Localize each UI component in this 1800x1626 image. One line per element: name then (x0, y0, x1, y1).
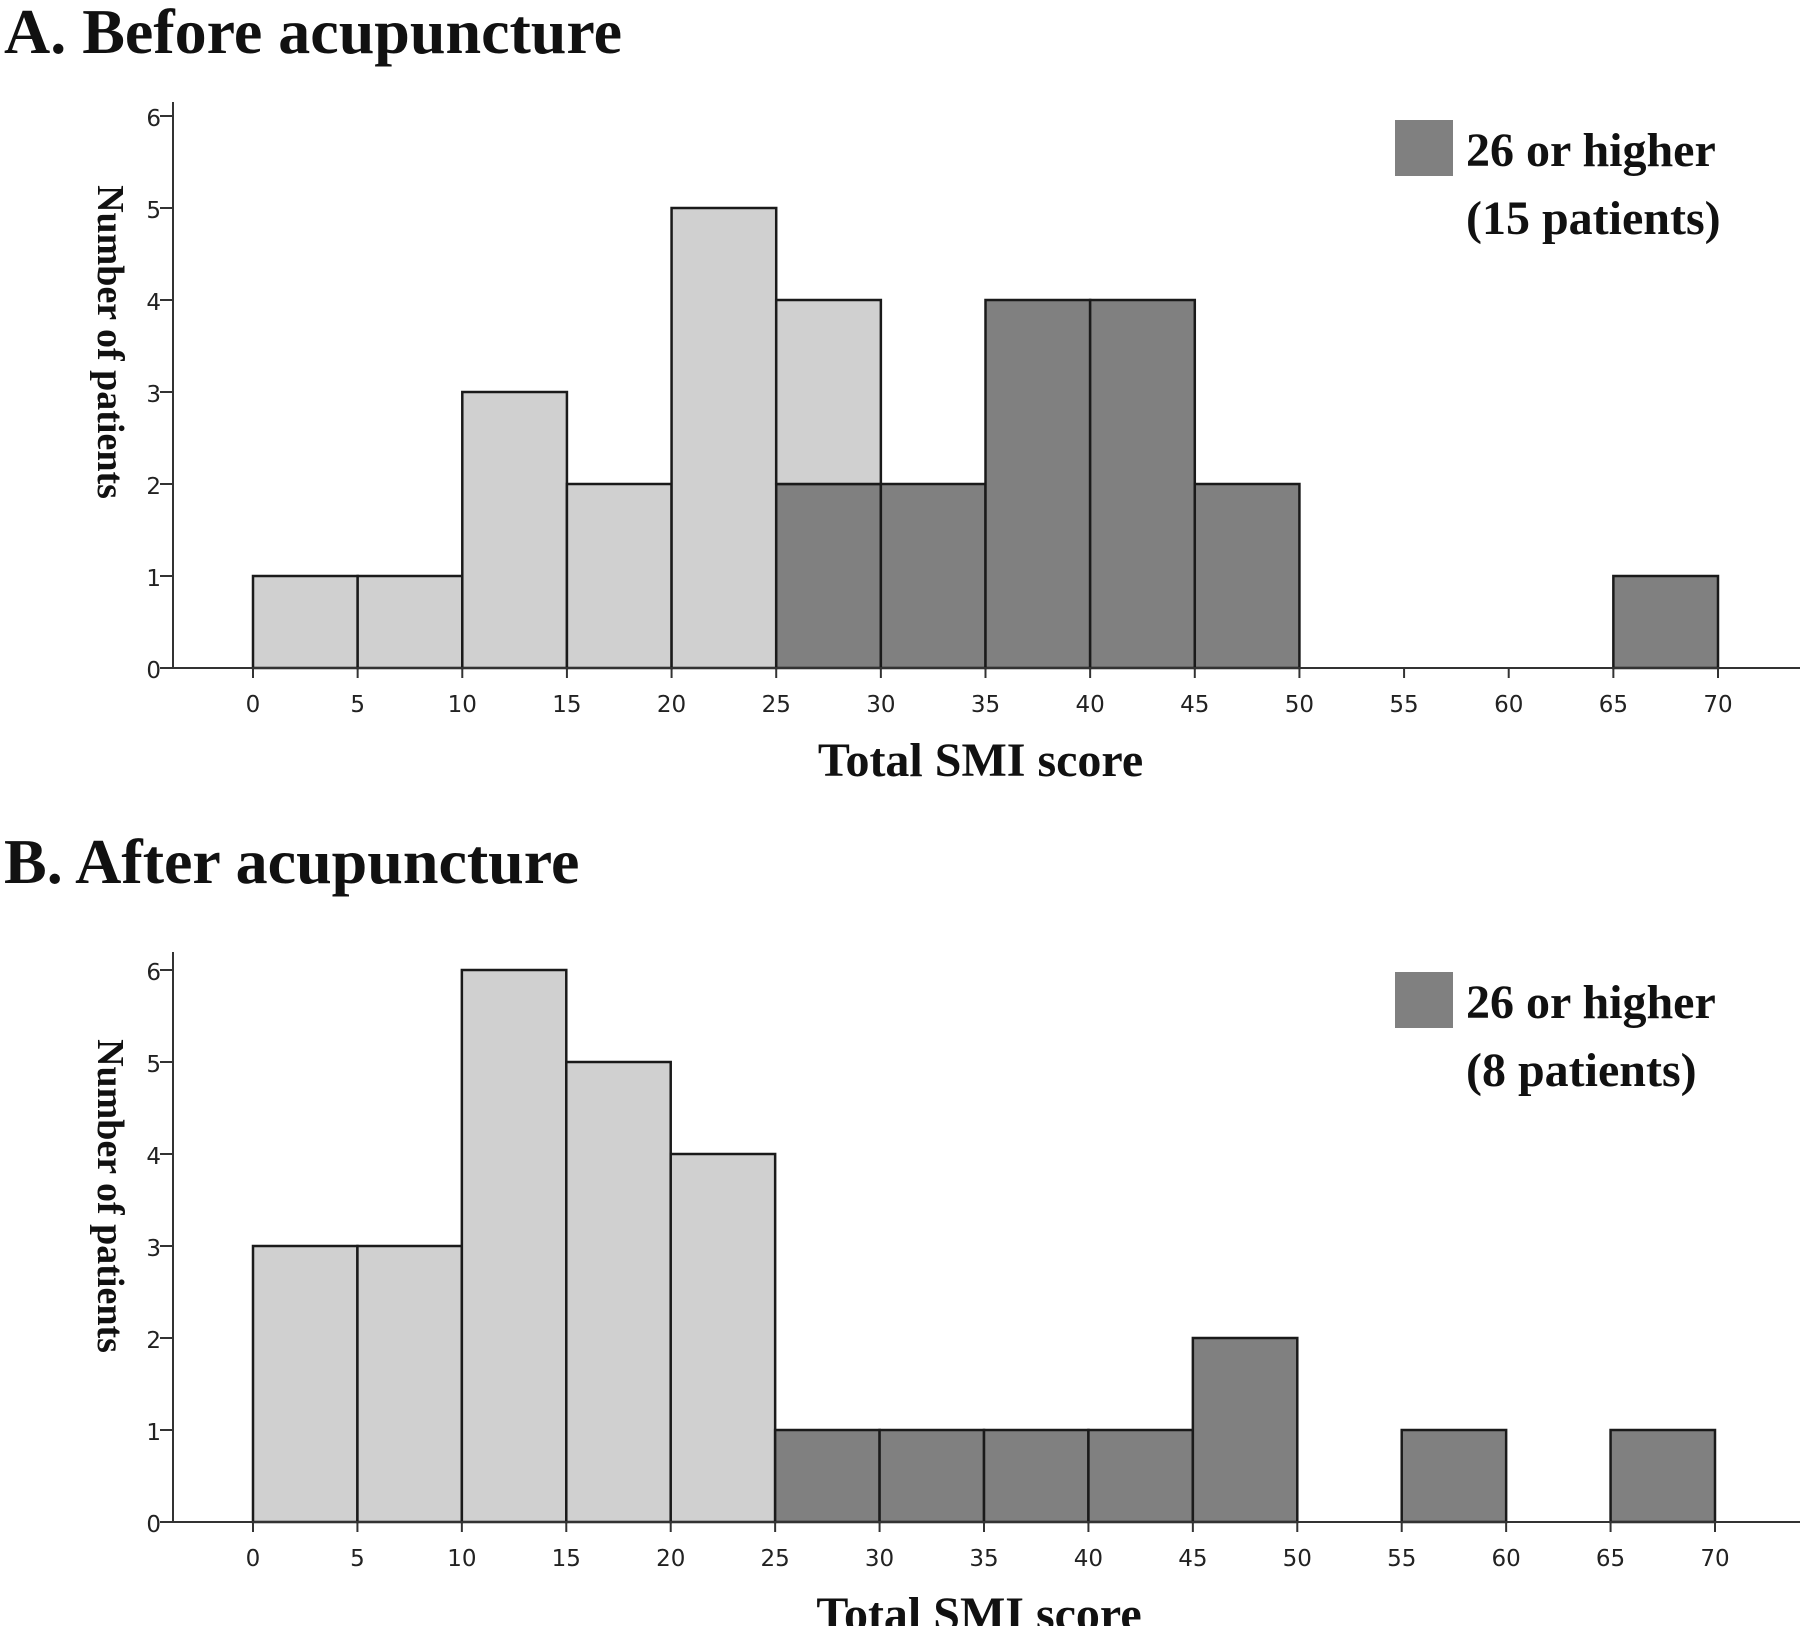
x-tick-label: 5 (350, 1546, 365, 1572)
x-tick-label: 45 (1180, 692, 1209, 718)
y-tick-label: 3 (146, 382, 161, 408)
x-tick-label: 55 (1389, 692, 1418, 718)
x-tick-label: 50 (1283, 1546, 1312, 1572)
bar-below-threshold (670, 206, 778, 670)
y-tick-label: 4 (146, 290, 161, 316)
bar-high-score (1087, 1428, 1195, 1524)
bar-high-score (1400, 1428, 1508, 1524)
y-tick-label: 1 (146, 1420, 161, 1446)
bar-below-threshold (460, 968, 568, 1524)
x-tick-label: 25 (761, 1546, 790, 1572)
x-tick-label: 50 (1285, 692, 1314, 718)
x-tick-label: 10 (447, 1546, 476, 1572)
y-tick-label: 6 (146, 960, 161, 986)
bar-high-score (1191, 1336, 1299, 1524)
x-tick-label: 70 (1700, 1546, 1729, 1572)
y-tick-label: 0 (146, 658, 161, 684)
x-tick-label: 15 (552, 692, 581, 718)
bar-below-threshold (356, 1244, 464, 1524)
legend-swatch (1395, 120, 1453, 176)
x-tick-label: 25 (762, 692, 791, 718)
bar-below-threshold (461, 390, 569, 670)
x-tick-label: 65 (1599, 692, 1628, 718)
bar-below-threshold (356, 574, 464, 670)
legend-swatch (1395, 972, 1453, 1028)
bar-high-score (879, 482, 987, 670)
bar-below-threshold (774, 298, 883, 486)
y-tick-label: 0 (146, 1512, 161, 1538)
x-axis-title: Total SMI score (818, 734, 1143, 787)
x-tick-label: 40 (1074, 1546, 1103, 1572)
x-tick-label: 20 (657, 692, 686, 718)
histogram-bars (251, 968, 1717, 1524)
x-axis-title: Total SMI score (816, 1588, 1141, 1626)
y-tick-label: 1 (146, 566, 161, 592)
x-tick-label: 55 (1387, 1546, 1416, 1572)
bar-high-score (984, 298, 1092, 670)
legend-label: 26 or higher (1466, 976, 1716, 1029)
y-axis-title: Number of patients (89, 1039, 131, 1353)
histogram-panel-after: B. After acupuncture 0 1 2 3 4 5 6 0 5 10 15 20 25 30… (0, 830, 1800, 1626)
x-tick-label: 40 (1076, 692, 1105, 718)
legend-label: 26 or higher (1466, 124, 1716, 177)
x-tick-label: 15 (552, 1546, 581, 1572)
legend: 26 or higher (15 patients) (1395, 120, 1721, 245)
bar-high-score (1609, 1428, 1717, 1524)
x-tick-label: 45 (1178, 1546, 1207, 1572)
x-tick-label: 35 (969, 1546, 998, 1572)
bar-below-threshold (669, 1152, 777, 1524)
chart-title: A. Before acupuncture (4, 0, 623, 67)
legend-sublabel: (15 patients) (1466, 192, 1721, 245)
bar-high-score (1193, 482, 1301, 670)
x-tick-label: 5 (350, 692, 365, 718)
bar-below-threshold (565, 482, 673, 670)
x-tick-label: 60 (1494, 692, 1523, 718)
bar-high-score (1612, 574, 1720, 670)
x-tick-label: 10 (448, 692, 477, 718)
y-tick-label: 5 (146, 1052, 161, 1078)
bar-high-score (773, 1428, 881, 1524)
y-tick-label: 3 (146, 1236, 161, 1262)
bar-high-score (982, 1428, 1090, 1524)
x-tick-label: 60 (1492, 1546, 1521, 1572)
chart-title: B. After acupuncture (4, 826, 580, 897)
x-tick-label: 0 (246, 1546, 261, 1572)
y-tick-label: 4 (146, 1144, 161, 1170)
x-tick-label: 30 (865, 1546, 894, 1572)
histogram-panel-before: A. Before acupuncture 0 1 2 3 4 5 6 0 5 10 15 20 25 3… (0, 0, 1800, 800)
x-tick-label: 20 (656, 1546, 685, 1572)
y-tick-label: 2 (146, 474, 161, 500)
y-tick-label: 6 (146, 106, 161, 132)
bar-high-score (1088, 298, 1197, 670)
bar-below-threshold (251, 1244, 359, 1524)
bar-below-threshold (565, 1060, 672, 1524)
bar-high-score (878, 1428, 986, 1524)
x-tick-label: 35 (971, 692, 1000, 718)
x-tick-label: 70 (1703, 692, 1732, 718)
histogram-bars (251, 206, 1720, 670)
x-tick-label: 65 (1596, 1546, 1625, 1572)
bar-below-threshold (251, 574, 359, 670)
x-tick-label: 0 (246, 692, 261, 718)
legend-sublabel: (8 patients) (1466, 1044, 1697, 1097)
x-tick-label: 30 (866, 692, 895, 718)
y-axis-title: Number of patients (89, 185, 131, 499)
legend: 26 or higher (8 patients) (1395, 972, 1716, 1097)
y-tick-label: 2 (146, 1328, 161, 1354)
y-tick-label: 5 (146, 198, 161, 224)
bar-high-score (774, 482, 883, 670)
